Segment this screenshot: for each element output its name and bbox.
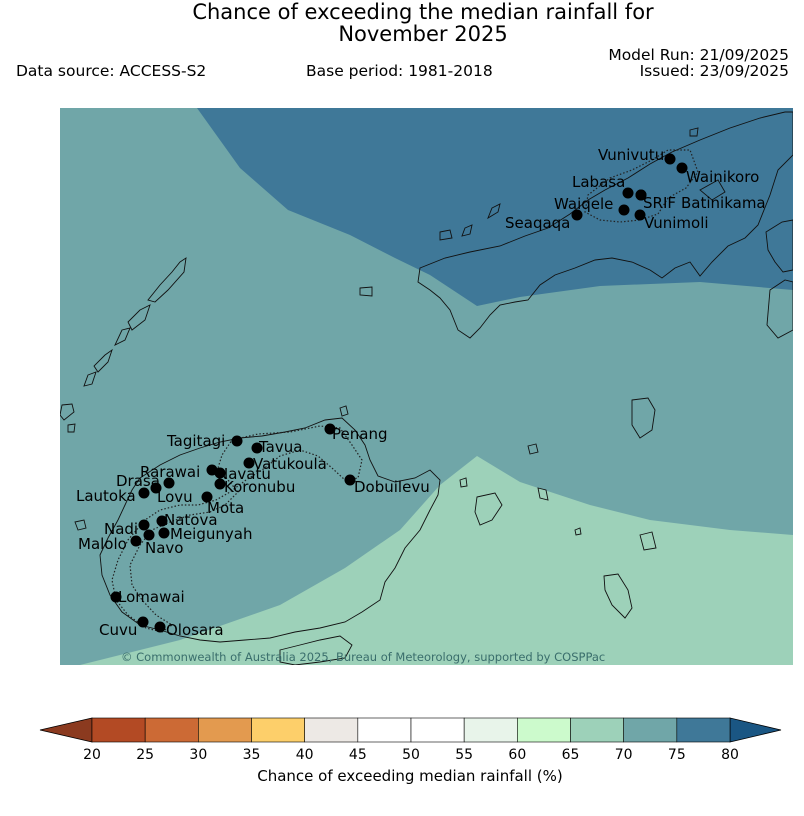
colorbar-tick-label: 35 (243, 747, 261, 763)
colorbar-segment (676, 717, 731, 743)
station-label: Cuvu (99, 621, 137, 639)
station-label: Vatukoula (253, 455, 327, 473)
station-label: Meigunyah (170, 525, 252, 543)
island-taveuni (765, 219, 793, 273)
colorbar: 20 25 30 35 40 45 50 55 60 65 70 75 80 (39, 717, 782, 763)
station-label: Lomawai (118, 588, 185, 606)
colorbar-segment (91, 717, 146, 743)
station-marker (156, 515, 168, 527)
colorbar-tick-label: 20 (83, 747, 101, 763)
colorbar-tick-label: 40 (296, 747, 314, 763)
station-label: Tagitagi (166, 432, 225, 450)
station-marker (214, 467, 226, 479)
station-marker (130, 535, 142, 547)
station-markers: Vunivutu Wainikoro Labasa SRIF Batinikama Wai… (76, 146, 766, 639)
station-marker (143, 529, 155, 541)
colorbar-tick-label: 70 (615, 747, 633, 763)
station-label: Navo (145, 539, 183, 557)
zone-65-70 (80, 456, 793, 665)
copyright-text: © Commonwealth of Australia 2025, Bureau… (121, 650, 605, 664)
colorbar-segment (570, 717, 624, 743)
colorbar-tick-label: 65 (562, 747, 580, 763)
station-label: Rarawai (140, 463, 200, 481)
station-label: Natova (164, 511, 218, 529)
station-marker (251, 442, 263, 454)
station-label: Dobuilevu (354, 478, 430, 496)
station-label: Navatu (217, 465, 271, 483)
station-marker (154, 621, 166, 633)
station-label: Seaqaqa (505, 214, 570, 232)
station-label: Drasa (116, 472, 160, 490)
station-marker (243, 457, 255, 469)
station-label: Lautoka (76, 487, 136, 505)
station-marker (344, 474, 356, 486)
colorbar-tick-label: 75 (668, 747, 686, 763)
colorbar-segment (517, 717, 571, 743)
station-marker (158, 527, 170, 539)
model-run-text: Model Run: 21/09/2025 (608, 46, 789, 64)
colorbar-tick-label: 80 (721, 747, 739, 763)
station-label: Batinikama (681, 194, 766, 212)
colorbar-segment (304, 717, 359, 743)
station-label: Olosara (166, 621, 224, 639)
station-label: Tavua (258, 438, 302, 456)
station-marker (571, 209, 583, 221)
station-marker (150, 482, 162, 494)
colorbar-segment (623, 717, 678, 743)
colorbar-tick-label: 25 (136, 747, 154, 763)
station-marker (635, 189, 647, 201)
station-label: Vunivutu (598, 146, 664, 164)
colorbar-under-arrow (39, 717, 93, 743)
station-marker (214, 478, 226, 490)
island-viti-levu (99, 417, 441, 643)
station-marker (231, 435, 243, 447)
station-marker (324, 423, 336, 435)
colorbar-tick-label: 30 (189, 747, 207, 763)
map-title-line2: November 2025 (338, 22, 508, 46)
station-marker (676, 162, 688, 174)
colorbar-segment (251, 717, 305, 743)
station-label: Penang (332, 425, 387, 443)
colorbar-tick-label: 50 (402, 747, 420, 763)
colorbar-tick-label: 55 (455, 747, 473, 763)
colorbar-label: Chance of exceeding median rainfall (%) (257, 767, 562, 785)
region-boundaries (111, 149, 699, 633)
station-label: Waiqele (554, 195, 613, 213)
station-label: SRIF (643, 194, 676, 212)
station-marker (618, 204, 630, 216)
station-marker (201, 491, 213, 503)
station-label: Malolo (78, 535, 127, 553)
colorbar-segment (144, 717, 199, 743)
station-label: Mota (207, 499, 244, 517)
colorbar-segment (410, 717, 465, 743)
station-marker (634, 209, 646, 221)
base-period-text: Base period: 1981-2018 (306, 62, 493, 80)
colorbar-over-arrow (729, 717, 782, 743)
station-marker (110, 591, 122, 603)
island-kadavu (279, 635, 353, 665)
colorbar-tick-label: 45 (349, 747, 367, 763)
colorbar-segment (463, 717, 518, 743)
station-label: Labasa (572, 173, 625, 191)
station-marker (138, 519, 150, 531)
station-marker (138, 487, 150, 499)
coastlines (60, 111, 793, 665)
colorbar-segment (198, 717, 252, 743)
issued-text: Issued: 23/09/2025 (639, 62, 789, 80)
station-marker (137, 616, 149, 628)
map-title-line1: Chance of exceeding the median rainfall … (192, 0, 654, 24)
station-marker (664, 153, 676, 165)
station-label: Lovu (157, 488, 193, 506)
colorbar-segment (357, 717, 412, 743)
station-label: Koronubu (224, 478, 295, 496)
station-label: Wainikoro (686, 168, 759, 186)
colorbar-tick-label: 60 (508, 747, 526, 763)
station-label: Nadi (104, 520, 138, 538)
station-marker (163, 477, 175, 489)
station-label: Vunimoli (644, 214, 709, 232)
island-vanua-levu (417, 111, 793, 339)
station-marker (622, 187, 634, 199)
data-source-text: Data source: ACCESS-S2 (16, 62, 207, 80)
